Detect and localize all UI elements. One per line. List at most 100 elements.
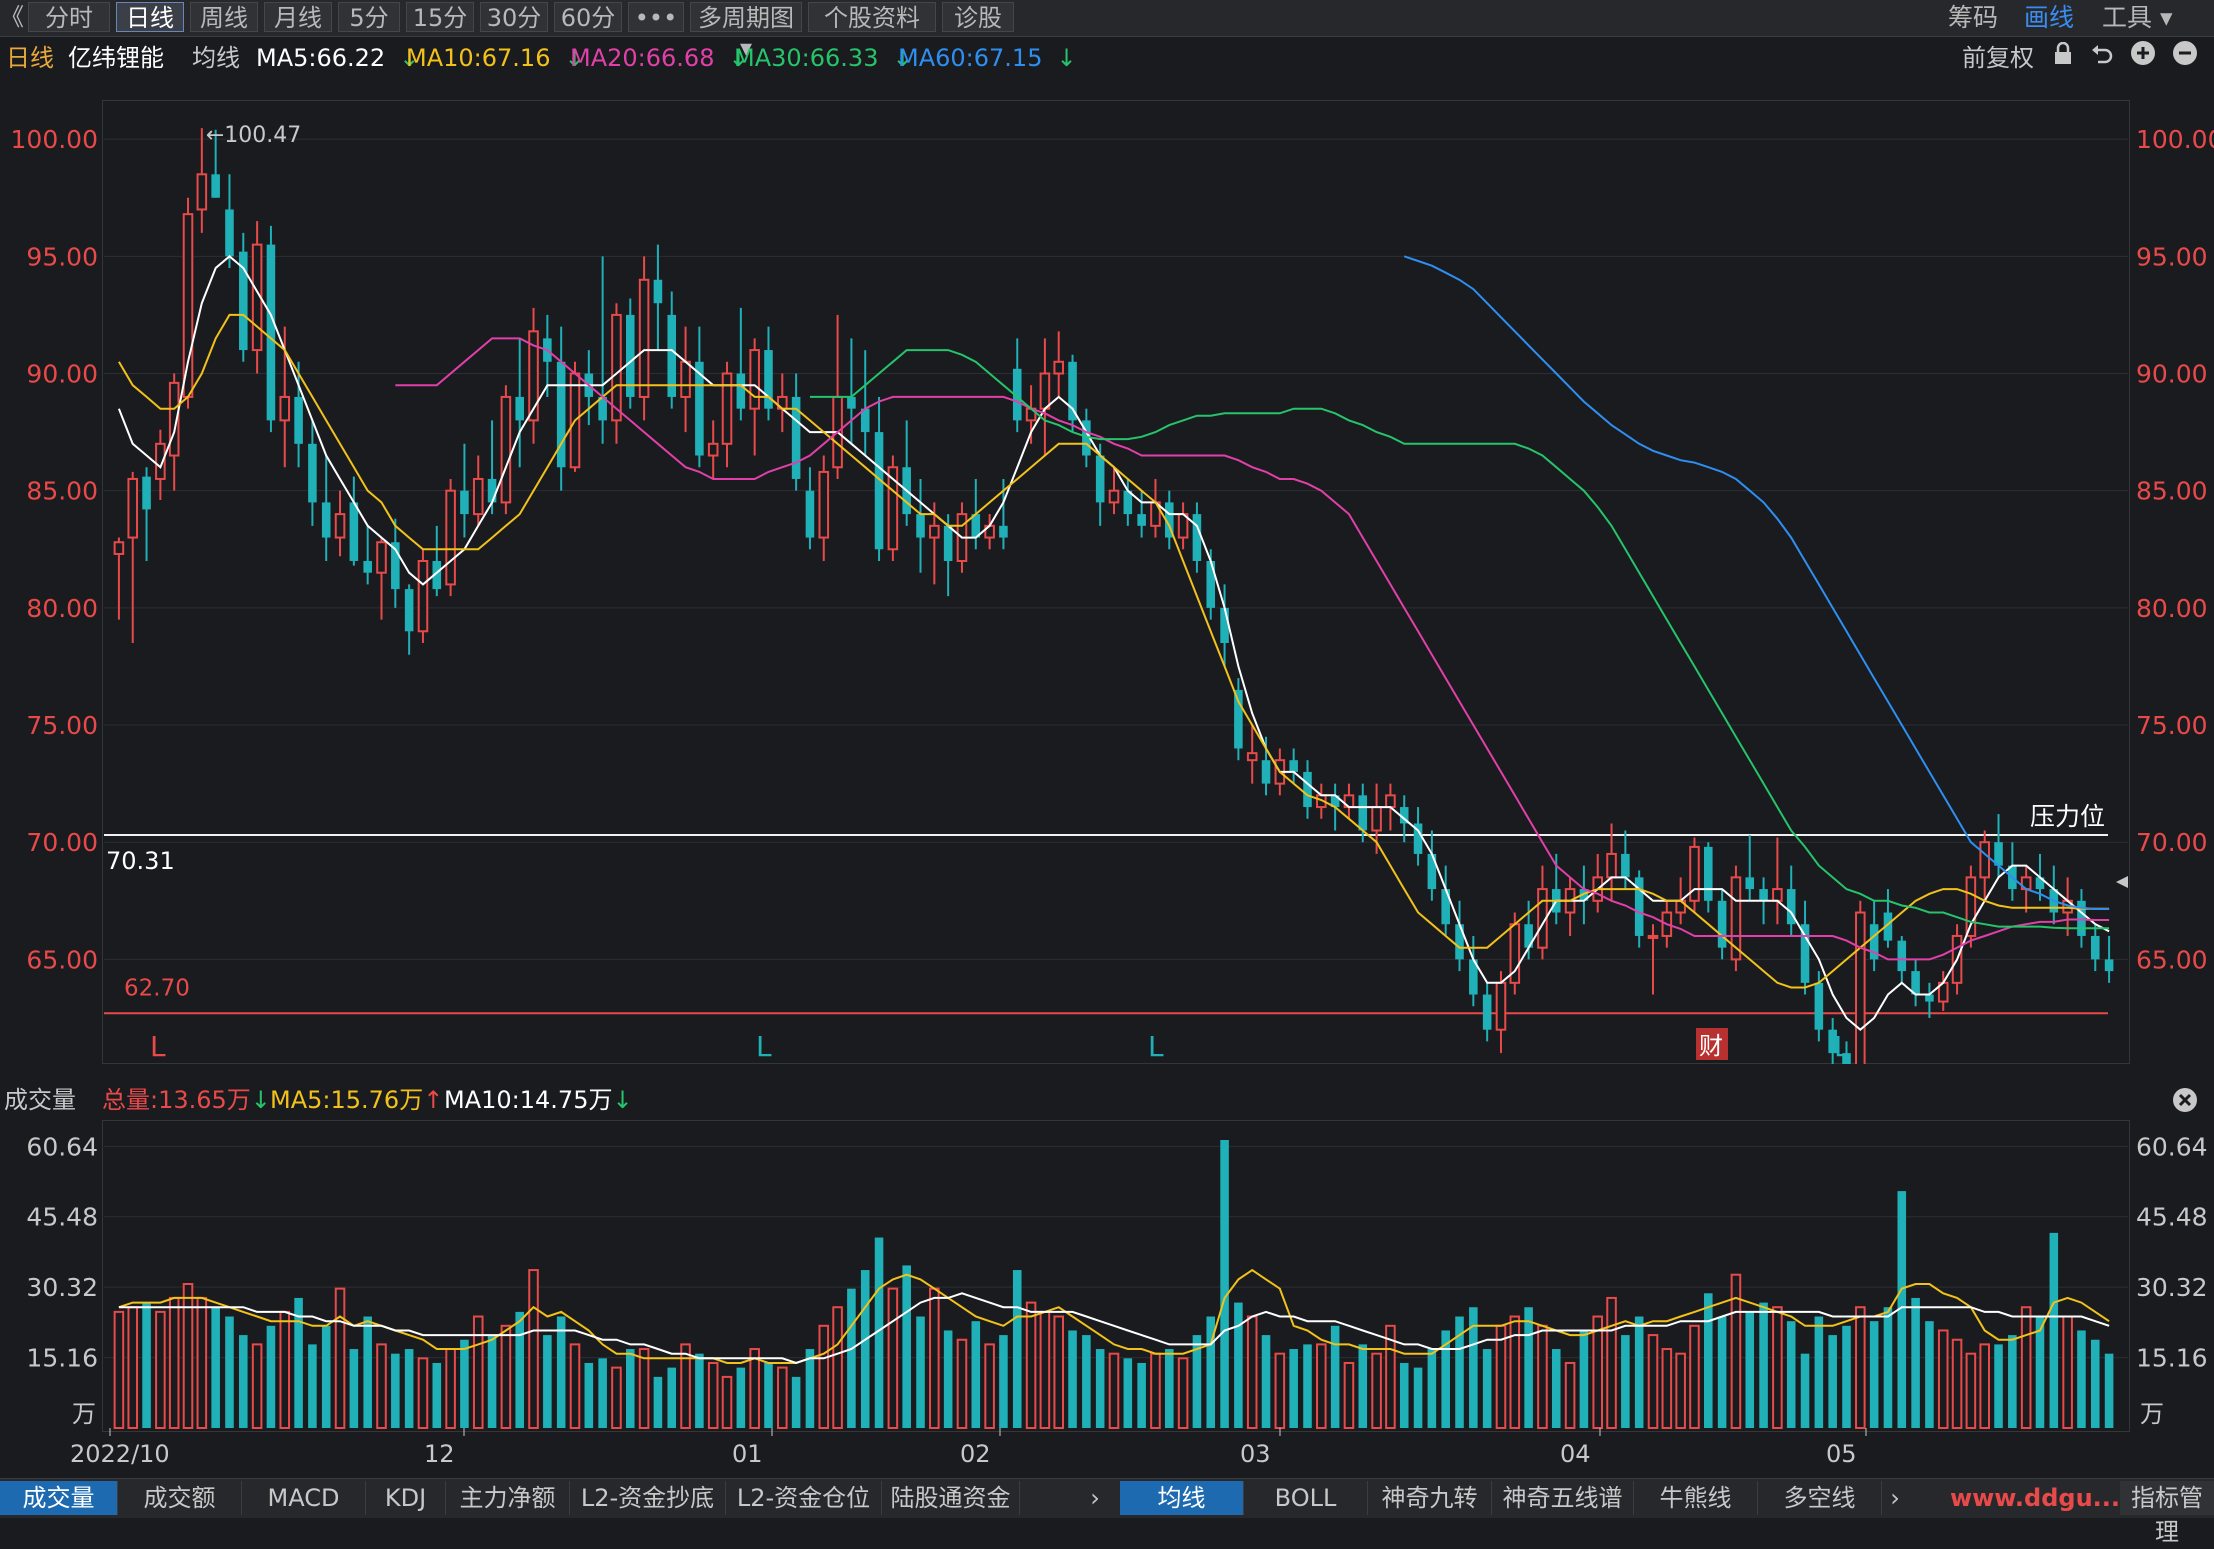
y-tick-right: 75.00 [2136, 711, 2208, 740]
overlay-tab-3[interactable]: 神奇五线谱 [1492, 1481, 1634, 1515]
tab-8[interactable]: ••• [628, 2, 684, 32]
volume-bar [1979, 1343, 1990, 1429]
tab-3[interactable]: 月线 [264, 2, 332, 32]
overlay-tab-5[interactable]: 多空线 [1758, 1481, 1882, 1515]
volume-bar [1316, 1343, 1327, 1429]
y-tick-left: 75.00 [26, 711, 98, 740]
tab-4[interactable]: 5分 [338, 2, 400, 32]
price-chart[interactable]: 100.00 100.00 95.00 95.00 90.00 90.00 85.00 85.… [0, 100, 2214, 1064]
volume-bar [155, 1310, 166, 1430]
x-axis-label: 01 [732, 1440, 763, 1468]
candle [155, 442, 166, 480]
candle [196, 173, 208, 211]
volume-bar [943, 1330, 953, 1428]
tab-0[interactable]: 分时 [28, 2, 110, 32]
tab-5[interactable]: 15分 [406, 2, 474, 32]
tab-2[interactable]: 周线 [190, 2, 258, 32]
candle [625, 314, 635, 397]
tab-6[interactable]: 30分 [480, 2, 548, 32]
volume-bar [528, 1269, 539, 1429]
volume-bar [653, 1376, 663, 1428]
toolbar-right-item-0[interactable]: 筹码 [1948, 3, 1999, 32]
indicator-tab-1[interactable]: 成交额 [118, 1481, 242, 1515]
price-panel[interactable] [102, 100, 2130, 1064]
overlay-tab-1[interactable]: BOLL [1244, 1481, 1368, 1515]
volume-bar [1095, 1349, 1105, 1428]
indicator-tab-7[interactable]: 陆股通资金 [882, 1481, 1020, 1515]
tab-1[interactable]: 日线 [116, 2, 184, 32]
volume-bar [887, 1287, 899, 1429]
volume-bar [902, 1265, 911, 1428]
x-axis-label: 02 [960, 1440, 991, 1468]
candle [1358, 795, 1368, 831]
candle [266, 244, 276, 421]
candle [1095, 455, 1105, 503]
tab-9[interactable]: 多周期图 ▾ [690, 2, 802, 62]
tab-10[interactable]: 个股资料 [808, 2, 936, 32]
chevron-right-icon[interactable]: › [1890, 1484, 1900, 1512]
close-circle-icon[interactable] [2172, 1087, 2198, 1123]
candle [1759, 889, 1768, 901]
indicator-tab-0[interactable]: 成交量 [0, 1481, 118, 1515]
high-marker: ←100.47 [206, 123, 301, 148]
vol-unit-right: 万 [2140, 1400, 2164, 1428]
volume-bar [1469, 1307, 1478, 1428]
ma60-value: MA60:67.15 ↓ [898, 40, 1091, 76]
volume-bar [127, 1306, 139, 1429]
overlay-tab-4[interactable]: 牛熊线 [1634, 1481, 1758, 1515]
indicator-manage-button[interactable]: 指标管理 [2120, 1481, 2214, 1546]
y-tick-right: 90.00 [2136, 360, 2208, 389]
volume-bar [1606, 1296, 1617, 1429]
tab-11[interactable]: 诊股 [942, 2, 1014, 32]
indicator-tab-6[interactable]: L2-资金仓位 [726, 1481, 882, 1515]
candle [1772, 888, 1783, 902]
lock-icon[interactable] [2052, 40, 2074, 76]
y-tick-left: 100.00 [11, 125, 98, 154]
chevron-right-icon[interactable]: › [1090, 1484, 1100, 1512]
candle [1897, 940, 1907, 972]
candle [1441, 889, 1450, 925]
zoom-in-icon[interactable] [2130, 40, 2156, 76]
l-marker: L [1148, 1030, 1164, 1063]
volume-bar [777, 1366, 788, 1429]
ma-label[interactable]: 均线 [192, 44, 240, 72]
volume-bar [1206, 1316, 1216, 1428]
indicator-tab-2[interactable]: MACD [242, 1481, 366, 1515]
toolbar-right-item-1[interactable]: 画线 [2024, 3, 2075, 32]
volume-chart[interactable]: 60.64 60.64 45.48 45.48 30.32 30.32 15.16 15.16… [0, 1120, 2214, 1470]
chevron-left-icon[interactable]: 《 [0, 3, 24, 31]
volume-bar [543, 1335, 552, 1428]
candle [1303, 771, 1312, 808]
toolbar-right-item-2[interactable]: 工具 ▾ [2102, 3, 2173, 32]
candle [695, 361, 704, 456]
ma60-line [1403, 255, 2110, 910]
volume-panel[interactable] [102, 1120, 2130, 1432]
indicator-tab-4[interactable]: 主力净额 [446, 1481, 570, 1515]
volume-bar [598, 1358, 607, 1428]
red-level-value: 62.70 [124, 975, 190, 1001]
zoom-out-icon[interactable] [2172, 40, 2198, 76]
finance-badge: 财 [1699, 1032, 1723, 1060]
tab-7[interactable]: 60分 [554, 2, 622, 32]
overlay-tab-2[interactable]: 神奇九转 [1368, 1481, 1492, 1515]
indicator-tab-3[interactable]: KDJ [366, 1481, 446, 1515]
vol-y-tick-left: 15.16 [26, 1344, 98, 1373]
candle [294, 396, 303, 444]
volume-bar [1234, 1302, 1243, 1428]
volume-bar [1759, 1302, 1768, 1428]
candle [638, 278, 650, 398]
finance-badge-bg [1696, 1028, 1728, 1060]
fuquan-button[interactable]: 前复权 [1962, 44, 2034, 72]
candle [487, 478, 497, 503]
volume-bar [805, 1349, 815, 1428]
volume-bar [1495, 1324, 1507, 1430]
volume-bar [1012, 1270, 1022, 1428]
overlay-tab-0[interactable]: 均线 [1120, 1481, 1244, 1515]
candle [721, 372, 733, 445]
volume-bar [1647, 1334, 1659, 1429]
indicator-tab-5[interactable]: L2-资金抄底 [570, 1481, 726, 1515]
volume-bar [1828, 1335, 1837, 1428]
undo-icon[interactable] [2090, 40, 2114, 76]
volume_ma5-line [118, 1268, 2110, 1364]
candle [860, 408, 870, 433]
